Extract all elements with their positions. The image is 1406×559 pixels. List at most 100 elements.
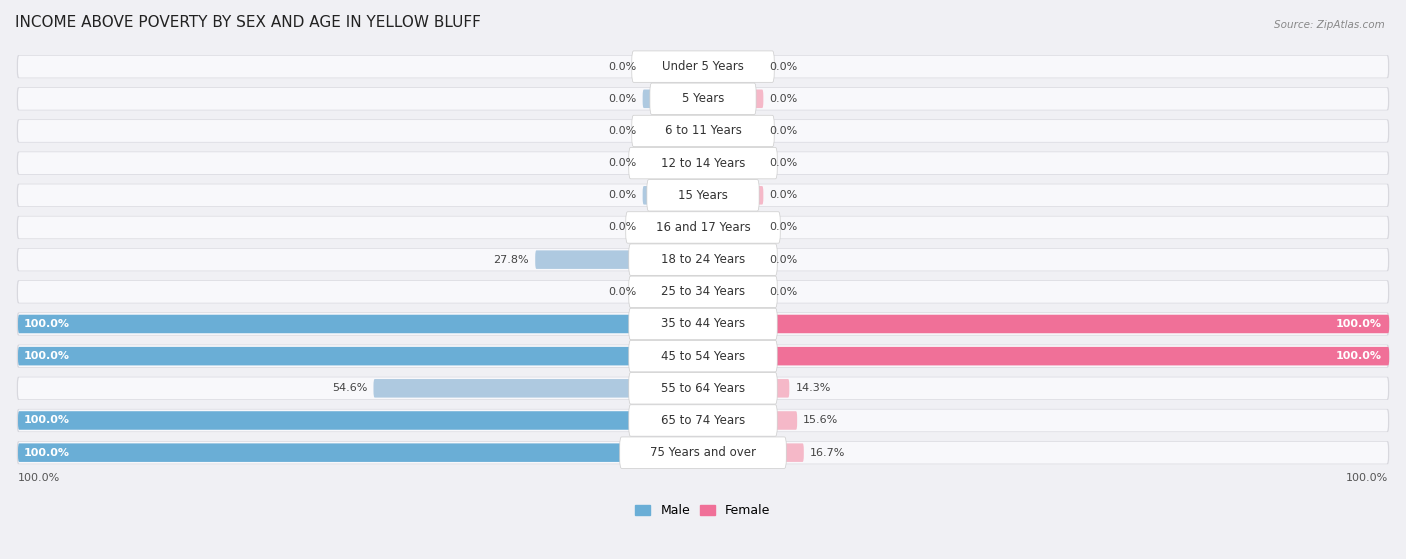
Text: Under 5 Years: Under 5 Years bbox=[662, 60, 744, 73]
Text: 35 to 44 Years: 35 to 44 Years bbox=[661, 318, 745, 330]
Text: 0.0%: 0.0% bbox=[769, 255, 797, 264]
Text: 0.0%: 0.0% bbox=[769, 94, 797, 104]
FancyBboxPatch shape bbox=[703, 282, 763, 301]
Text: Source: ZipAtlas.com: Source: ZipAtlas.com bbox=[1274, 20, 1385, 30]
FancyBboxPatch shape bbox=[628, 405, 778, 436]
FancyBboxPatch shape bbox=[17, 151, 1389, 175]
Text: 0.0%: 0.0% bbox=[769, 222, 797, 233]
FancyBboxPatch shape bbox=[628, 308, 778, 340]
FancyBboxPatch shape bbox=[17, 377, 1389, 400]
Text: 65 to 74 Years: 65 to 74 Years bbox=[661, 414, 745, 427]
Text: 0.0%: 0.0% bbox=[769, 158, 797, 168]
Text: INCOME ABOVE POVERTY BY SEX AND AGE IN YELLOW BLUFF: INCOME ABOVE POVERTY BY SEX AND AGE IN Y… bbox=[15, 15, 481, 30]
Text: 16 and 17 Years: 16 and 17 Years bbox=[655, 221, 751, 234]
Text: 55 to 64 Years: 55 to 64 Years bbox=[661, 382, 745, 395]
Text: 100.0%: 100.0% bbox=[1336, 351, 1382, 361]
FancyBboxPatch shape bbox=[18, 443, 704, 462]
Text: 100.0%: 100.0% bbox=[24, 351, 70, 361]
FancyBboxPatch shape bbox=[643, 58, 703, 76]
FancyBboxPatch shape bbox=[18, 442, 1388, 463]
FancyBboxPatch shape bbox=[17, 184, 1389, 207]
FancyBboxPatch shape bbox=[628, 373, 778, 404]
FancyBboxPatch shape bbox=[17, 409, 1389, 432]
FancyBboxPatch shape bbox=[18, 120, 1388, 142]
FancyBboxPatch shape bbox=[17, 280, 1389, 304]
FancyBboxPatch shape bbox=[703, 411, 797, 430]
FancyBboxPatch shape bbox=[703, 250, 763, 269]
Text: 0.0%: 0.0% bbox=[609, 126, 637, 136]
Text: 0.0%: 0.0% bbox=[609, 61, 637, 72]
Text: 6 to 11 Years: 6 to 11 Years bbox=[665, 125, 741, 138]
Text: 100.0%: 100.0% bbox=[18, 473, 60, 484]
Legend: Male, Female: Male, Female bbox=[630, 499, 776, 523]
Text: 100.0%: 100.0% bbox=[24, 448, 70, 458]
Text: 0.0%: 0.0% bbox=[609, 222, 637, 233]
FancyBboxPatch shape bbox=[631, 51, 775, 82]
FancyBboxPatch shape bbox=[650, 83, 756, 115]
FancyBboxPatch shape bbox=[643, 89, 703, 108]
FancyBboxPatch shape bbox=[18, 377, 1388, 399]
FancyBboxPatch shape bbox=[628, 244, 778, 276]
Text: 15 Years: 15 Years bbox=[678, 189, 728, 202]
FancyBboxPatch shape bbox=[703, 347, 1389, 366]
FancyBboxPatch shape bbox=[18, 88, 1388, 110]
Text: 0.0%: 0.0% bbox=[609, 287, 637, 297]
Text: 45 to 54 Years: 45 to 54 Years bbox=[661, 349, 745, 363]
FancyBboxPatch shape bbox=[18, 56, 1388, 78]
Text: 18 to 24 Years: 18 to 24 Years bbox=[661, 253, 745, 266]
FancyBboxPatch shape bbox=[643, 186, 703, 205]
FancyBboxPatch shape bbox=[18, 216, 1388, 238]
Text: 0.0%: 0.0% bbox=[609, 94, 637, 104]
Text: 75 Years and over: 75 Years and over bbox=[650, 446, 756, 459]
FancyBboxPatch shape bbox=[18, 345, 1388, 367]
FancyBboxPatch shape bbox=[626, 212, 780, 243]
FancyBboxPatch shape bbox=[18, 281, 1388, 303]
FancyBboxPatch shape bbox=[628, 276, 778, 307]
FancyBboxPatch shape bbox=[628, 148, 778, 179]
FancyBboxPatch shape bbox=[374, 379, 703, 397]
FancyBboxPatch shape bbox=[647, 179, 759, 211]
FancyBboxPatch shape bbox=[643, 282, 703, 301]
FancyBboxPatch shape bbox=[18, 313, 1388, 335]
FancyBboxPatch shape bbox=[17, 87, 1389, 110]
FancyBboxPatch shape bbox=[17, 216, 1389, 239]
Text: 100.0%: 100.0% bbox=[24, 415, 70, 425]
FancyBboxPatch shape bbox=[703, 89, 763, 108]
Text: 15.6%: 15.6% bbox=[803, 415, 838, 425]
FancyBboxPatch shape bbox=[18, 347, 704, 366]
Text: 12 to 14 Years: 12 to 14 Years bbox=[661, 157, 745, 169]
Text: 27.8%: 27.8% bbox=[494, 255, 529, 264]
Text: 0.0%: 0.0% bbox=[769, 190, 797, 200]
Text: 25 to 34 Years: 25 to 34 Years bbox=[661, 285, 745, 299]
FancyBboxPatch shape bbox=[18, 184, 1388, 206]
FancyBboxPatch shape bbox=[17, 441, 1389, 464]
Text: 0.0%: 0.0% bbox=[609, 190, 637, 200]
FancyBboxPatch shape bbox=[643, 122, 703, 140]
FancyBboxPatch shape bbox=[703, 186, 763, 205]
FancyBboxPatch shape bbox=[703, 315, 1389, 333]
Text: 0.0%: 0.0% bbox=[609, 158, 637, 168]
FancyBboxPatch shape bbox=[17, 55, 1389, 78]
Text: 100.0%: 100.0% bbox=[24, 319, 70, 329]
FancyBboxPatch shape bbox=[18, 411, 704, 430]
Text: 0.0%: 0.0% bbox=[769, 287, 797, 297]
FancyBboxPatch shape bbox=[18, 152, 1388, 174]
FancyBboxPatch shape bbox=[628, 340, 778, 372]
Text: 16.7%: 16.7% bbox=[810, 448, 845, 458]
FancyBboxPatch shape bbox=[703, 154, 763, 172]
Text: 100.0%: 100.0% bbox=[1336, 319, 1382, 329]
FancyBboxPatch shape bbox=[18, 315, 704, 333]
FancyBboxPatch shape bbox=[631, 115, 775, 146]
FancyBboxPatch shape bbox=[643, 218, 703, 236]
FancyBboxPatch shape bbox=[703, 58, 763, 76]
Text: 0.0%: 0.0% bbox=[769, 126, 797, 136]
FancyBboxPatch shape bbox=[536, 250, 703, 269]
FancyBboxPatch shape bbox=[17, 248, 1389, 271]
FancyBboxPatch shape bbox=[643, 154, 703, 172]
FancyBboxPatch shape bbox=[703, 443, 804, 462]
FancyBboxPatch shape bbox=[703, 218, 763, 236]
Text: 100.0%: 100.0% bbox=[1346, 473, 1388, 484]
Text: 54.6%: 54.6% bbox=[332, 383, 367, 394]
Text: 0.0%: 0.0% bbox=[769, 61, 797, 72]
FancyBboxPatch shape bbox=[18, 249, 1388, 271]
